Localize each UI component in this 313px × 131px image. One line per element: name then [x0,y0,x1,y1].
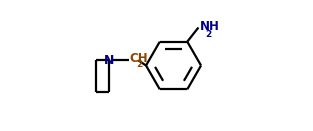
Text: 2: 2 [206,30,212,39]
Text: CH: CH [130,52,148,66]
Text: N: N [104,54,115,67]
Text: 2: 2 [136,60,142,69]
Text: NH: NH [200,20,220,33]
